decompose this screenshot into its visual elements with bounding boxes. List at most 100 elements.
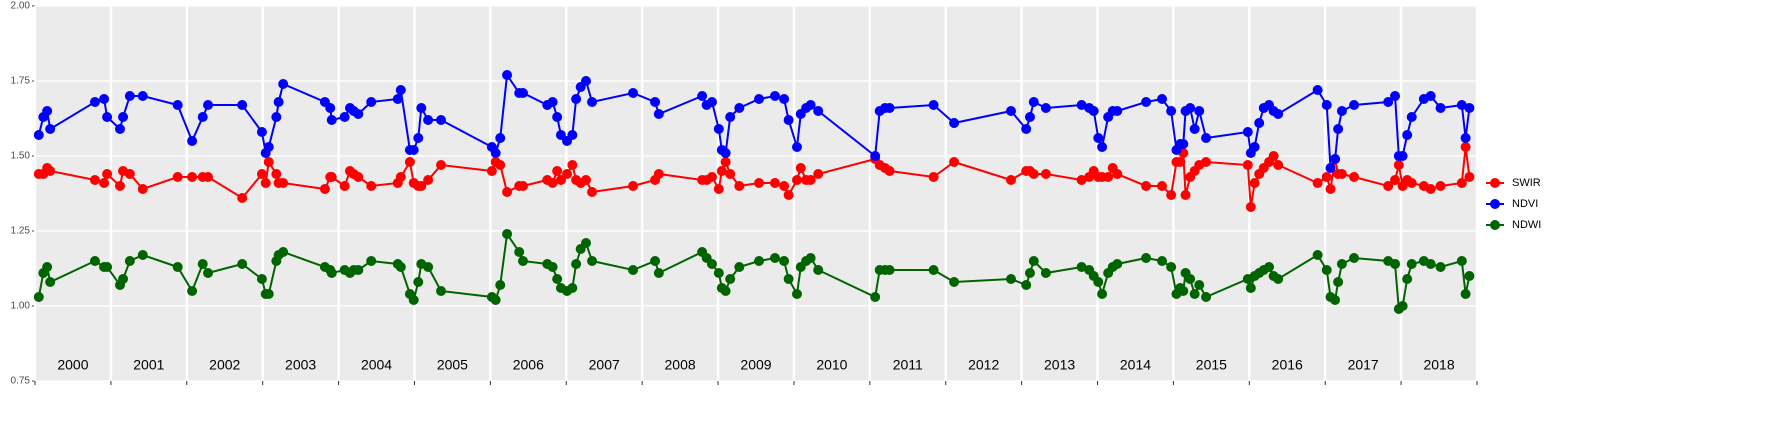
point	[1166, 262, 1177, 272]
point	[779, 181, 790, 191]
point	[263, 142, 274, 152]
point	[45, 124, 56, 134]
point	[547, 178, 558, 188]
point	[1201, 133, 1212, 143]
point	[42, 106, 53, 116]
point	[1312, 85, 1323, 95]
point	[805, 175, 816, 185]
point	[1349, 172, 1360, 182]
point	[562, 169, 573, 179]
point	[1093, 277, 1104, 287]
point	[1330, 295, 1341, 305]
point	[271, 169, 282, 179]
point	[552, 166, 563, 176]
point	[805, 100, 816, 110]
legend-marker	[1490, 199, 1500, 209]
year-label: 2018	[1423, 357, 1454, 373]
point	[1406, 178, 1417, 188]
point	[137, 91, 148, 101]
point	[413, 133, 424, 143]
point	[1397, 151, 1408, 161]
point	[1312, 250, 1323, 260]
legend-marker	[1490, 178, 1500, 188]
point	[1097, 142, 1108, 152]
point	[486, 166, 497, 176]
point	[115, 181, 126, 191]
point	[404, 157, 415, 167]
point	[1006, 175, 1017, 185]
point	[769, 253, 780, 263]
point	[518, 88, 529, 98]
point	[326, 172, 337, 182]
point	[42, 262, 53, 272]
point	[339, 181, 350, 191]
point	[273, 97, 284, 107]
point	[408, 145, 419, 155]
point	[713, 268, 724, 278]
point	[1076, 100, 1087, 110]
point	[1076, 262, 1087, 272]
point	[237, 259, 248, 269]
y-tick-label: 1.75	[11, 76, 31, 87]
point	[518, 256, 529, 266]
point	[720, 157, 731, 167]
point	[1435, 181, 1446, 191]
point	[587, 187, 598, 197]
point	[628, 265, 639, 275]
point	[552, 112, 563, 122]
point	[1157, 181, 1168, 191]
point	[1435, 262, 1446, 272]
point	[237, 193, 248, 203]
point	[706, 97, 717, 107]
point	[754, 178, 765, 188]
point	[884, 103, 895, 113]
y-tick-label: 1.25	[11, 226, 31, 237]
point	[1460, 142, 1471, 152]
point	[1141, 97, 1152, 107]
point	[805, 253, 816, 263]
point	[1178, 286, 1189, 296]
point	[1166, 190, 1177, 200]
year-label: 2008	[665, 357, 696, 373]
year-label: 2014	[1120, 357, 1151, 373]
point	[949, 118, 960, 128]
point	[555, 175, 566, 185]
point	[1245, 202, 1256, 212]
point	[949, 157, 960, 167]
point	[514, 247, 525, 257]
point	[1390, 175, 1401, 185]
point	[124, 91, 135, 101]
panel	[35, 6, 1477, 381]
point	[928, 265, 939, 275]
point	[1157, 256, 1168, 266]
point	[263, 289, 274, 299]
point	[928, 100, 939, 110]
point	[366, 256, 377, 266]
point	[650, 97, 661, 107]
point	[1464, 271, 1475, 281]
point	[1336, 259, 1347, 269]
point	[1021, 124, 1032, 134]
point	[1406, 112, 1417, 122]
point	[1112, 259, 1123, 269]
point	[353, 172, 364, 182]
point	[1402, 130, 1413, 140]
point	[1273, 109, 1284, 119]
point	[172, 262, 183, 272]
point	[326, 268, 337, 278]
point	[187, 286, 198, 296]
point	[395, 85, 406, 95]
point	[587, 97, 598, 107]
point	[1456, 256, 1467, 266]
point	[1194, 280, 1205, 290]
point	[1097, 289, 1108, 299]
year-label: 2001	[133, 357, 164, 373]
point	[653, 109, 664, 119]
point	[791, 289, 802, 299]
point	[754, 256, 765, 266]
legend-marker	[1490, 220, 1500, 230]
point	[1349, 253, 1360, 263]
point	[1273, 274, 1284, 284]
point	[423, 175, 434, 185]
